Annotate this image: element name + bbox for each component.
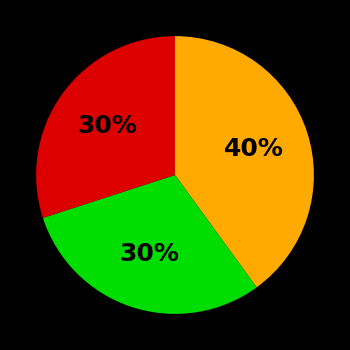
Text: 30%: 30% (119, 242, 179, 266)
Text: 30%: 30% (78, 114, 138, 138)
Wedge shape (36, 36, 175, 218)
Wedge shape (43, 175, 257, 314)
Text: 40%: 40% (224, 137, 284, 161)
Wedge shape (175, 36, 314, 287)
